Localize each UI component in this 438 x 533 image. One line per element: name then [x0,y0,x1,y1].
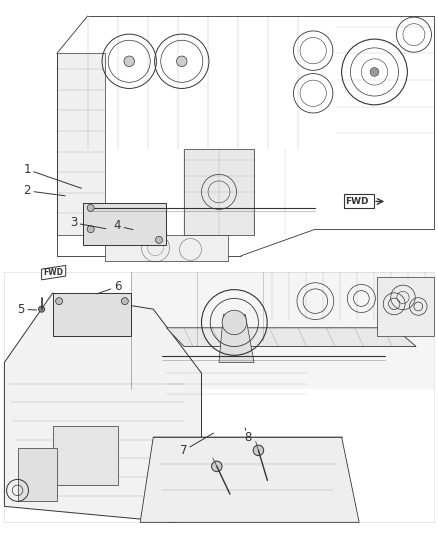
Polygon shape [42,265,66,280]
Polygon shape [53,426,118,485]
Polygon shape [18,448,57,501]
Text: FWD: FWD [346,197,369,206]
Text: 5: 5 [18,303,25,316]
FancyBboxPatch shape [344,195,374,208]
Polygon shape [83,203,166,245]
Text: 3: 3 [70,216,77,229]
Circle shape [155,236,162,244]
Polygon shape [4,293,201,522]
Circle shape [177,56,187,67]
Polygon shape [166,328,416,346]
Circle shape [253,445,264,456]
Polygon shape [377,277,434,336]
Circle shape [222,310,247,335]
Text: 7: 7 [180,444,188,457]
Text: 6: 6 [113,280,121,293]
Polygon shape [184,149,254,235]
Circle shape [87,225,94,233]
Circle shape [370,68,379,76]
Polygon shape [57,53,105,235]
Circle shape [212,461,222,472]
Polygon shape [219,314,254,362]
Text: 4: 4 [113,220,121,232]
Circle shape [121,297,128,305]
Circle shape [124,56,134,67]
Text: FWD: FWD [43,269,64,277]
Text: 8: 8 [244,431,251,443]
Polygon shape [131,272,434,389]
Text: 2: 2 [23,184,31,197]
Circle shape [87,204,94,212]
Text: 1: 1 [23,163,31,176]
Polygon shape [140,437,359,522]
Circle shape [56,297,63,305]
Circle shape [39,306,45,312]
Polygon shape [53,293,131,336]
Polygon shape [105,235,228,261]
